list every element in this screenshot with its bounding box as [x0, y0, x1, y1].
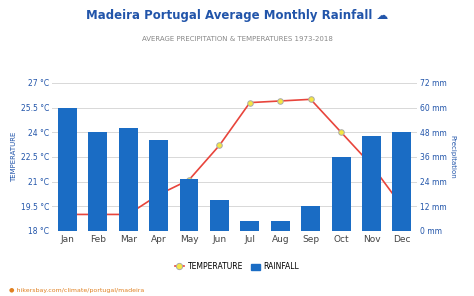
Bar: [392, 132, 411, 231]
Y-axis label: TEMPERATURE: TEMPERATURE: [11, 132, 17, 182]
Bar: [180, 179, 199, 231]
Bar: [58, 107, 77, 231]
Bar: [362, 136, 381, 231]
Text: ● hikersbay.com/climate/portugal/madeira: ● hikersbay.com/climate/portugal/madeira: [9, 288, 145, 293]
Bar: [271, 221, 290, 231]
Bar: [88, 132, 107, 231]
Bar: [301, 206, 320, 231]
Y-axis label: Precipitation: Precipitation: [449, 135, 455, 179]
Bar: [332, 157, 350, 231]
Bar: [119, 128, 137, 231]
Bar: [210, 200, 229, 231]
Text: AVERAGE PRECIPITATION & TEMPERATURES 1973-2018: AVERAGE PRECIPITATION & TEMPERATURES 197…: [142, 36, 332, 41]
Text: Madeira Portugal Average Monthly Rainfall ☁: Madeira Portugal Average Monthly Rainfal…: [86, 9, 388, 22]
Legend: TEMPERATURE, RAINFALL: TEMPERATURE, RAINFALL: [172, 259, 302, 274]
Bar: [240, 221, 259, 231]
Bar: [149, 140, 168, 231]
